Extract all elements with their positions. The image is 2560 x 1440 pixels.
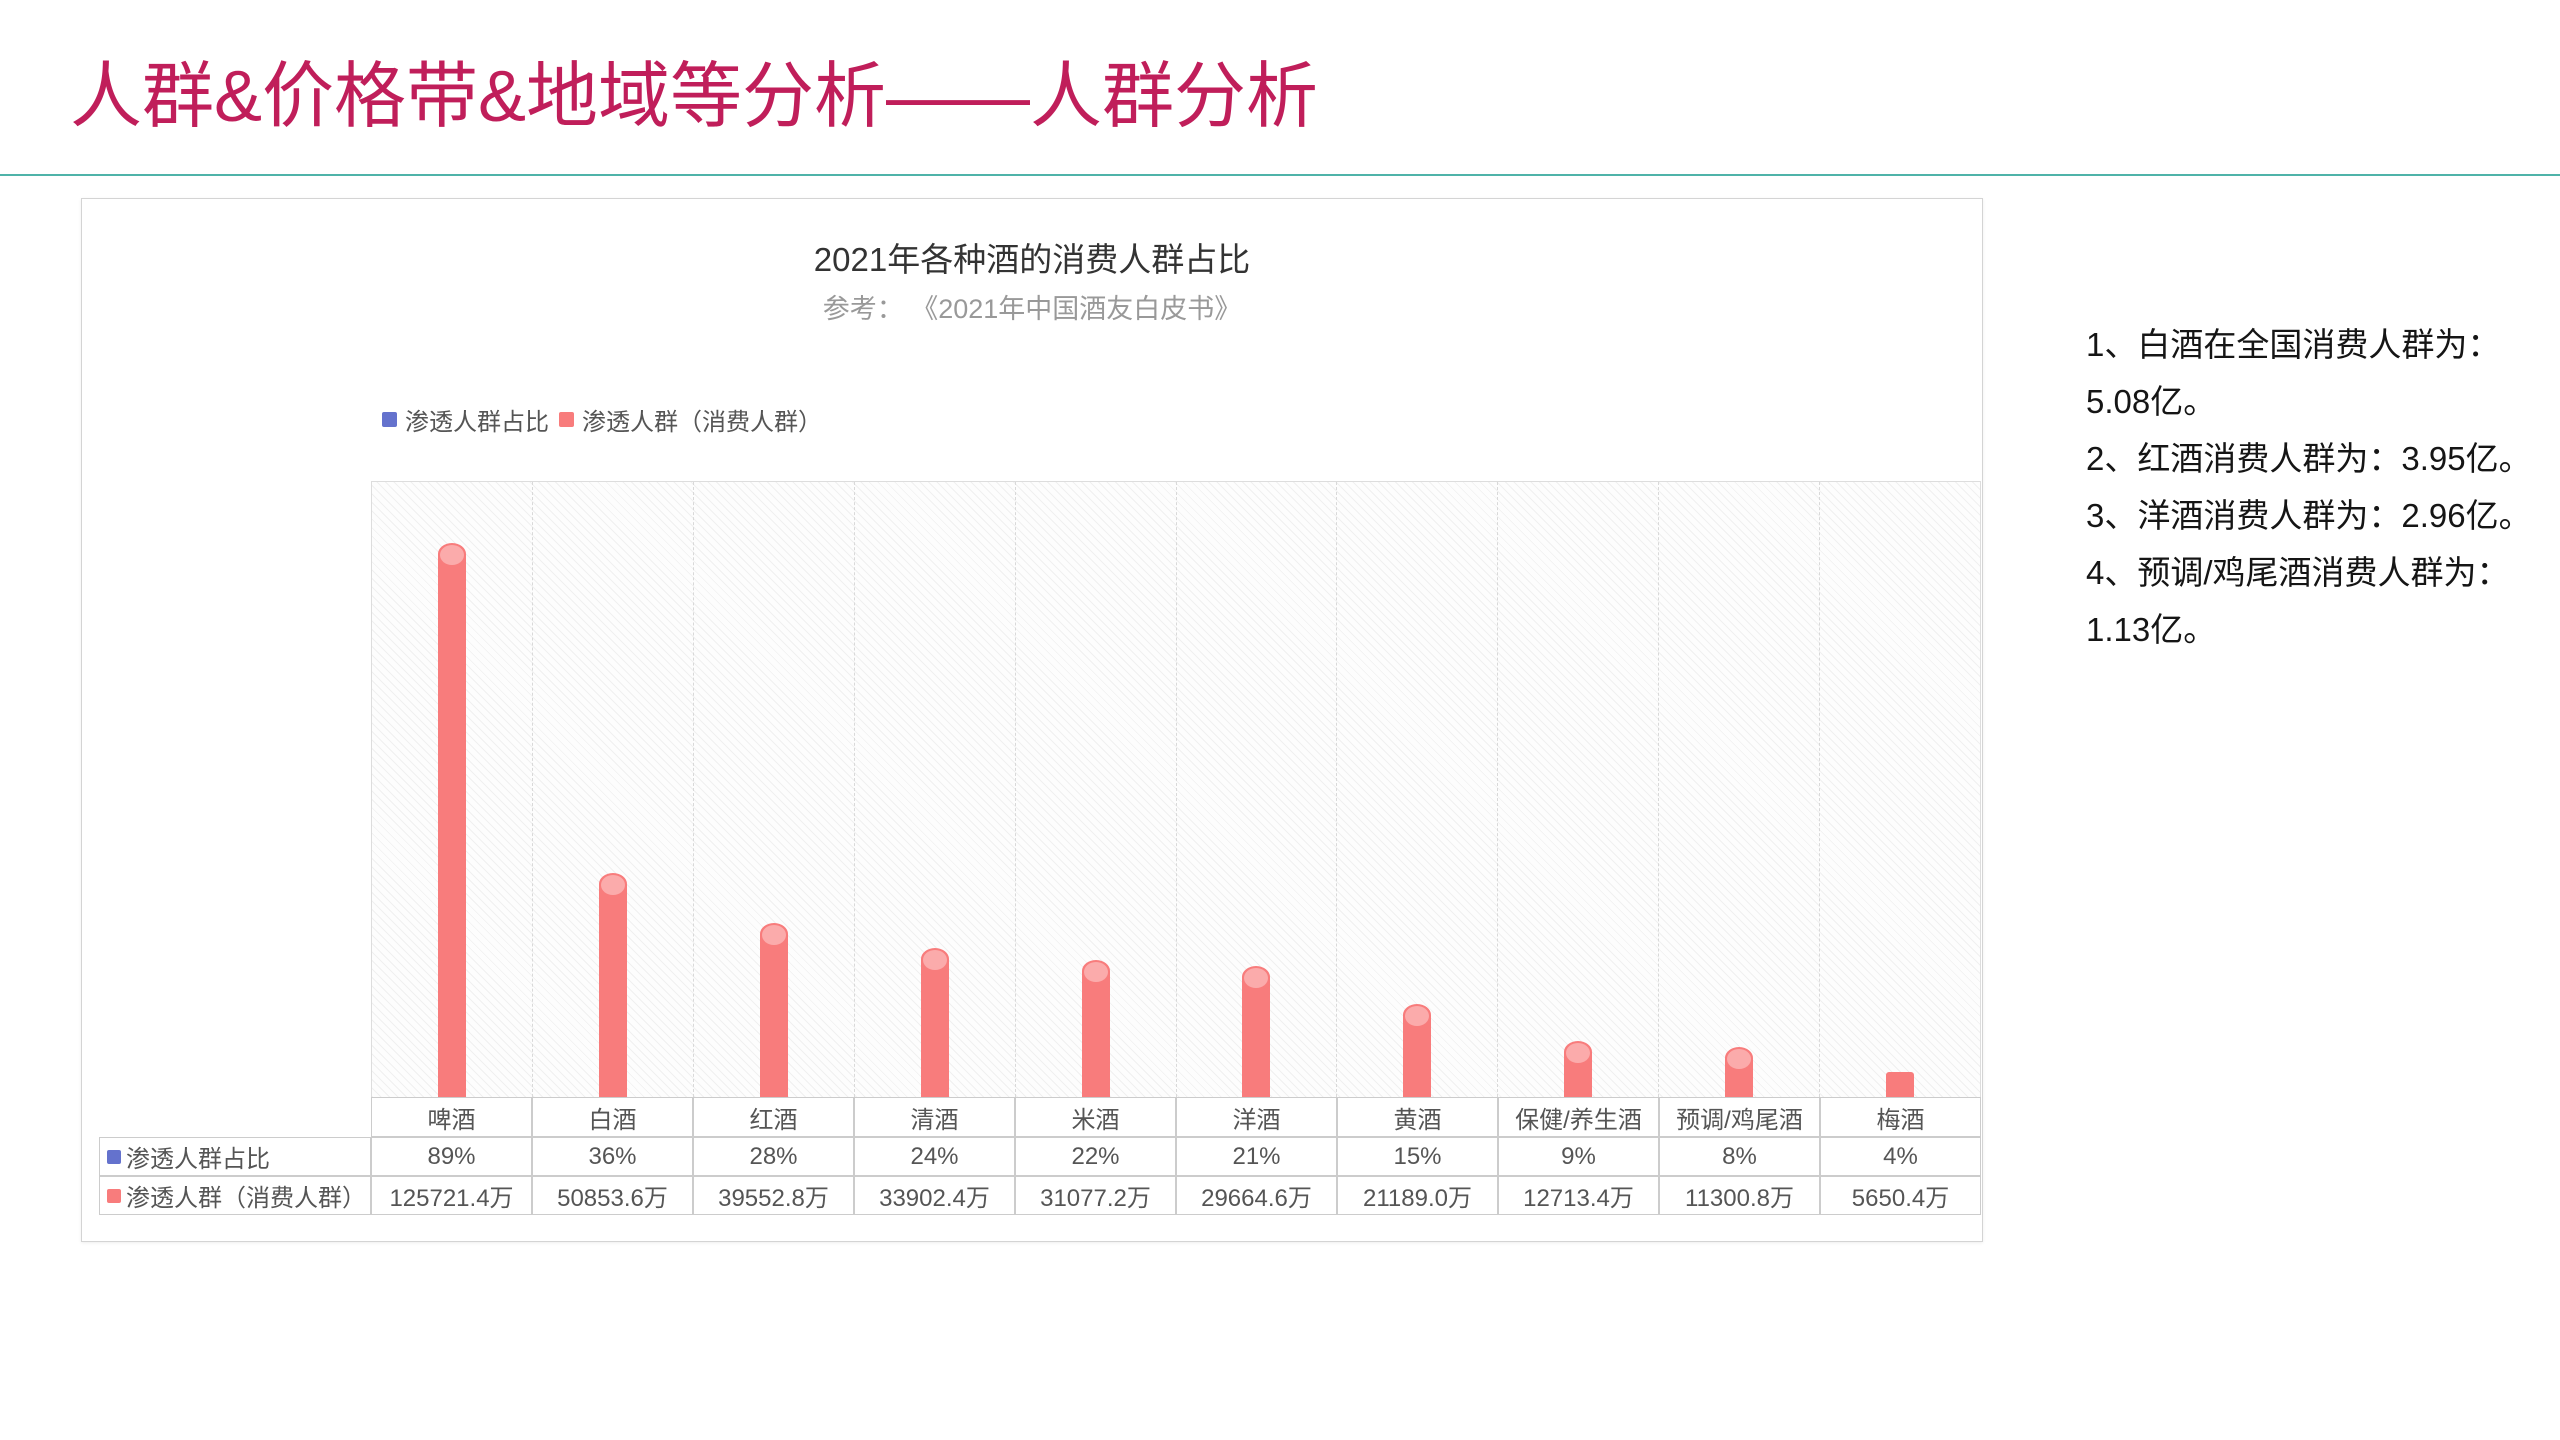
table-value-cell: 39552.8万: [693, 1176, 854, 1215]
bar-米酒: [1081, 960, 1110, 1097]
table-value-cell: 28%: [693, 1137, 854, 1176]
bar-黄酒: [1403, 1004, 1432, 1097]
bar-cap-highlight: [922, 950, 947, 970]
note-line: 1、白酒在全国消费人群为：: [2086, 326, 2501, 363]
legend-item: 渗透人群（消费人群）: [559, 402, 822, 437]
table-value-cell: 8%: [1659, 1137, 1820, 1176]
table-value-cell: 31077.2万: [1015, 1176, 1176, 1215]
chart-title: 2021年各种酒的消费人群占比: [813, 241, 1251, 278]
table-corner-cell: [99, 1097, 371, 1137]
chart-subtitle: 参考： 《2021年中国酒友白皮书》: [822, 294, 1242, 324]
legend-item: 渗透人群占比: [382, 402, 549, 437]
note-line: 3、洋酒消费人群为：2.96亿。: [2086, 497, 2532, 534]
data-table: 啤酒 白酒 红酒 清酒 米酒 洋酒 黄酒 保健/养生酒 预调/鸡尾酒 梅酒渗透人群占比 89% 36%…: [99, 1097, 1981, 1215]
page-title: 人群&价格带&地域等分析——人群分析: [70, 57, 1319, 137]
table-value-cell: 22%: [1015, 1137, 1176, 1176]
note-line: 5.08亿。: [2086, 383, 2217, 420]
plot-column: [694, 482, 855, 1097]
plot-column: [1498, 482, 1660, 1097]
bar-cap-highlight: [1083, 962, 1108, 982]
bar-cap-highlight: [1244, 968, 1269, 988]
table-category-cell: 保健/养生酒: [1498, 1097, 1659, 1137]
table-value-cell: 11300.8万: [1659, 1176, 1820, 1215]
bar-预调/鸡尾酒: [1725, 1047, 1754, 1097]
chart-legend: 渗透人群占比 渗透人群（消费人群）: [382, 405, 822, 436]
table-value-cell: 50853.6万: [532, 1176, 693, 1215]
bar-cap-highlight: [1405, 1006, 1430, 1026]
table-category-cell: 清酒: [854, 1097, 1015, 1137]
plot-column: [1177, 482, 1338, 1097]
bar-cap-highlight: [600, 875, 625, 895]
table-series-label: 渗透人群占比: [99, 1137, 371, 1176]
legend-label: 渗透人群（消费人群）: [582, 408, 822, 436]
note-line: 2、红酒消费人群为：3.95亿。: [2086, 440, 2532, 477]
table-category-cell: 红酒: [693, 1097, 854, 1137]
bar-红酒: [759, 923, 788, 1097]
table-value-cell: 125721.4万: [371, 1176, 532, 1215]
bar-白酒: [598, 873, 627, 1097]
table-category-cell: 预调/鸡尾酒: [1659, 1097, 1820, 1137]
table-category-cell: 米酒: [1015, 1097, 1176, 1137]
title-divider-line: [0, 174, 2560, 176]
bar-洋酒: [1242, 966, 1271, 1097]
plot-column: [1337, 482, 1499, 1097]
table-series-label: 渗透人群（消费人群）: [99, 1176, 371, 1215]
table-category-cell: 洋酒: [1176, 1097, 1337, 1137]
note-line: 4、预调/鸡尾酒消费人群为：: [2086, 554, 2510, 591]
table-category-cell: 白酒: [532, 1097, 693, 1137]
table-value-cell: 21189.0万: [1337, 1176, 1498, 1215]
bar-啤酒: [437, 543, 466, 1097]
plot-column: [855, 482, 1016, 1097]
table-value-cell: 33902.4万: [854, 1176, 1015, 1215]
series-name: 渗透人群（消费人群）: [126, 1185, 366, 1212]
plot-column: [1659, 482, 1821, 1097]
table-value-cell: 12713.4万: [1498, 1176, 1659, 1215]
legend-swatch-icon: [382, 411, 397, 427]
notes-text-block: 1、白酒在全国消费人群为： 5.08亿。 2、红酒消费人群为：3.95亿。 3、洋酒消…: [2086, 316, 2560, 658]
table-value-cell: 29664.6万: [1176, 1176, 1337, 1215]
table-value-cell: 5650.4万: [1820, 1176, 1981, 1215]
note-line: 1.13亿。: [2086, 611, 2217, 648]
table-value-cell: 36%: [532, 1137, 693, 1176]
series-swatch-icon: [107, 1149, 121, 1164]
table-value-cell: 9%: [1498, 1137, 1659, 1176]
legend-swatch-icon: [559, 411, 574, 427]
table-category-cell: 黄酒: [1337, 1097, 1498, 1137]
series-swatch-icon: [107, 1188, 121, 1203]
bar-保健/养生酒: [1564, 1041, 1593, 1097]
bar-cap-highlight: [1566, 1043, 1591, 1063]
plot-column: [533, 482, 694, 1097]
bar-cap-highlight: [439, 545, 464, 565]
table-value-cell: 24%: [854, 1137, 1015, 1176]
legend-label: 渗透人群占比: [405, 408, 549, 436]
plot-area: [371, 481, 1981, 1098]
bar-梅酒: [1886, 1072, 1915, 1097]
bar-清酒: [920, 948, 949, 1097]
chart-card: 2021年各种酒的消费人群占比 参考： 《2021年中国酒友白皮书》 渗透人群占…: [81, 198, 1983, 1242]
bar-cap-highlight: [761, 925, 786, 945]
plot-column: [1016, 482, 1177, 1097]
plot-column: [372, 482, 533, 1097]
table-value-cell: 4%: [1820, 1137, 1981, 1176]
table-value-cell: 15%: [1337, 1137, 1498, 1176]
table-value-cell: 89%: [371, 1137, 532, 1176]
plot-column: [1820, 482, 1980, 1097]
table-value-cell: 21%: [1176, 1137, 1337, 1176]
table-category-cell: 啤酒: [371, 1097, 532, 1137]
table-category-cell: 梅酒: [1820, 1097, 1981, 1137]
series-name: 渗透人群占比: [126, 1146, 270, 1173]
bar-cap-highlight: [1727, 1049, 1752, 1069]
